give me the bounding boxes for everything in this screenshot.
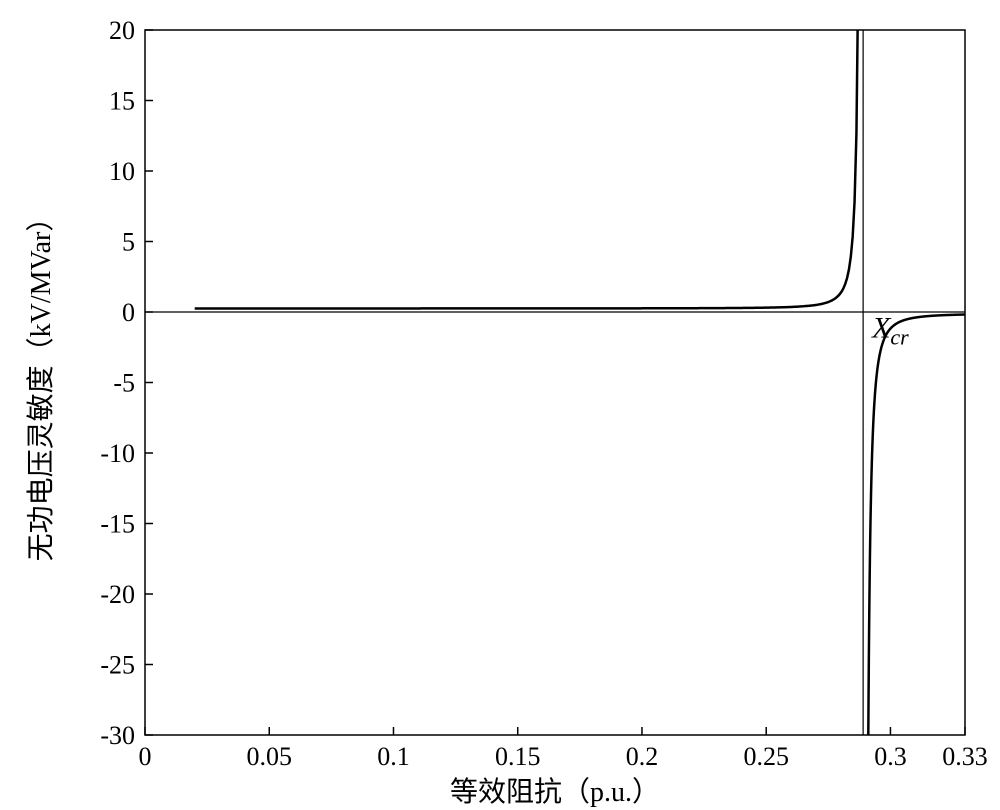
- annotation-main: X: [871, 311, 892, 344]
- x-tick-label: 0.25: [743, 742, 789, 771]
- y-tick-label: -15: [100, 510, 135, 539]
- y-tick-label: 0: [122, 298, 135, 327]
- y-tick-label: -5: [113, 369, 135, 398]
- y-tick-label: 5: [122, 228, 135, 257]
- y-axis-label: 无功电压灵敏度（kV/MVar）: [25, 204, 57, 562]
- x-tick-label: 0.15: [495, 742, 541, 771]
- y-tick-label: -25: [100, 651, 135, 680]
- plot-clip-group: [195, 0, 965, 810]
- x-axis-ticks: 0 0.05 0.1 0.15 0.2 0.25 0.3 0.33: [139, 727, 988, 771]
- y-tick-label: -20: [100, 580, 135, 609]
- y-tick-label: 20: [109, 16, 135, 45]
- x-tick-label: 0.05: [246, 742, 292, 771]
- x-axis-label: 等效阻抗（p.u.）: [450, 776, 660, 808]
- x-tick-label: 0.3: [874, 742, 907, 771]
- x-tick-label: 0.33: [942, 742, 988, 771]
- critical-point-annotation: Xcr: [871, 311, 909, 349]
- chart-svg: 0 0.05 0.1 0.15 0.2 0.25 0.3 0.33 -30 -25 -20 -15 -…: [0, 0, 1000, 810]
- y-tick-label: -30: [100, 721, 135, 750]
- x-tick-label: 0.2: [626, 742, 659, 771]
- y-tick-label: 15: [109, 87, 135, 116]
- chart-container: { "chart": { "type": "line", "width": 10…: [0, 0, 1000, 810]
- annotation-subscript: cr: [890, 324, 909, 349]
- x-tick-label: 0: [139, 742, 152, 771]
- y-tick-label: 10: [109, 157, 135, 186]
- plot-border: [145, 30, 965, 735]
- sensitivity-curve-left: [195, 0, 862, 308]
- x-tick-label: 0.1: [377, 742, 410, 771]
- y-tick-label: -10: [100, 439, 135, 468]
